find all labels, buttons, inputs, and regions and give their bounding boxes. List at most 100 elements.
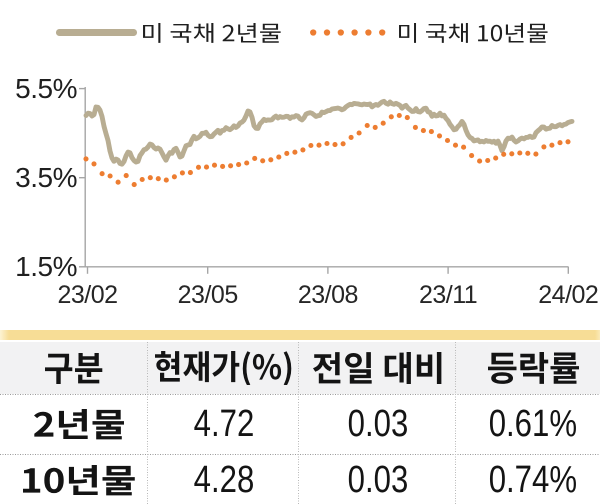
series-dot-10y — [260, 158, 266, 164]
row-label-10y-text — [23, 465, 135, 496]
series-dot-10y — [300, 147, 306, 153]
series-dot-10y — [404, 115, 410, 121]
series-dot-10y — [244, 160, 250, 166]
series-dot-10y — [131, 182, 137, 188]
legend-dot — [337, 29, 344, 36]
series-dot-10y — [155, 176, 161, 182]
header-label-prev-diff-glyphs — [313, 351, 442, 385]
legend-item-2y: 미 국채 2년물 — [143, 23, 281, 43]
x-tick-label: 23/11 — [418, 281, 478, 309]
series-dot-10y — [171, 174, 177, 180]
row-label-2y-text — [33, 409, 125, 440]
series-dot-10y — [428, 129, 434, 135]
header-label-category-glyphs — [45, 352, 103, 384]
series-dot-10y — [316, 142, 322, 148]
series-dot-10y — [364, 122, 370, 129]
series-dot-10y — [195, 164, 202, 170]
series-dot-10y — [332, 142, 338, 148]
series-dot-10y — [147, 175, 153, 181]
series-dot-10y — [228, 163, 234, 169]
header-cell-category: 구분 — [0, 342, 148, 394]
table-separator — [0, 454, 600, 455]
table-row: 10년물 4.28 0.03 0.74% — [0, 455, 600, 504]
series-dot-10y — [348, 134, 354, 140]
legend-label-2y-text — [143, 23, 281, 43]
series-dot-10y — [565, 139, 571, 145]
series-dot-10y — [356, 130, 362, 136]
legend-dot — [351, 29, 358, 36]
legend-dot — [365, 29, 372, 36]
series-dot-10y — [493, 155, 499, 161]
series-dot-10y — [444, 137, 451, 144]
cell-10y-current: 4.28 — [148, 455, 299, 504]
series-dot-10y — [388, 114, 394, 120]
series-dot-10y — [308, 142, 314, 149]
series-dot-10y — [372, 124, 378, 130]
series-dot-10y — [533, 151, 539, 157]
series-dot-10y — [557, 140, 563, 146]
legend-dot — [310, 29, 317, 36]
series-dot-10y — [203, 164, 210, 170]
y-tick-label: 1.5% — [15, 250, 77, 282]
legend-dot — [323, 29, 331, 36]
series-dot-10y — [107, 173, 113, 179]
cell-value: 0.61% — [488, 403, 578, 445]
y-tick-label: 5.5% — [15, 72, 77, 104]
series-dot-10y — [252, 155, 258, 161]
series-dot-10y — [187, 170, 193, 176]
series-dot-10y — [477, 158, 483, 164]
cell-value: 0.74% — [488, 459, 578, 501]
series-dot-10y — [179, 170, 185, 176]
x-tick-label: 23/02 — [57, 281, 118, 309]
table-column-separator — [298, 342, 299, 504]
series-dot-10y — [412, 124, 418, 130]
series-dot-10y — [139, 176, 145, 183]
header-cell-prev-diff: 전일 대비 — [299, 342, 456, 394]
y-tick-label: 3.5% — [15, 161, 77, 193]
series-dot-10y — [284, 150, 290, 156]
row-label-10y-text-glyphs — [23, 465, 135, 496]
series-line-2y — [83, 98, 575, 167]
series-dot-10y — [268, 157, 274, 163]
series-dot-10y — [525, 150, 531, 156]
series-dot-10y — [436, 133, 443, 139]
cell-value: 4.72 — [193, 403, 254, 445]
legend-label-10y-text-glyphs — [399, 23, 548, 43]
series-dot-10y — [420, 128, 426, 134]
header-label-current-glyphs — [155, 350, 292, 386]
row-label-10y: 10년물 — [5, 455, 153, 504]
series-dot-10y — [220, 163, 226, 169]
table-row: 2년물 4.72 0.03 0.61% — [0, 395, 600, 454]
series-dot-10y — [163, 177, 169, 183]
cell-10y-change: 0.03 — [299, 455, 456, 504]
legend-dot — [379, 29, 386, 36]
series-dot-10y — [115, 179, 121, 185]
header-cell-change-rate: 등락률 — [461, 342, 600, 394]
cell-10y-change-rate: 0.74% — [461, 455, 600, 504]
table-header-row: 구분 현재가(%) 전일 대비 등락률 — [0, 342, 600, 394]
series-dot-10y — [276, 154, 282, 160]
series-dot-10y — [91, 161, 97, 167]
cell-value: 4.28 — [193, 459, 254, 501]
series-dot-10y — [211, 162, 218, 168]
series-dot-10y — [541, 144, 547, 150]
series-dot-10y — [123, 173, 129, 179]
table-accent-bar — [0, 330, 600, 340]
table-column-separator — [147, 342, 148, 504]
header-label-change-rate-glyphs — [487, 352, 579, 384]
x-tick-label: 23/05 — [177, 281, 239, 309]
series-dot-10y — [509, 151, 515, 157]
row-label-2y: 2년물 — [5, 395, 153, 454]
legend-label-2y-text-glyphs — [143, 23, 281, 43]
series-dot-10y — [501, 151, 507, 157]
series-dot-10y — [324, 140, 330, 147]
cell-2y-change: 0.03 — [299, 395, 456, 454]
cell-value: 0.03 — [347, 459, 408, 501]
series-dot-10y — [83, 156, 89, 162]
series-dot-10y — [549, 142, 555, 148]
x-tick-label: 23/08 — [297, 281, 359, 309]
series-dot-10y — [452, 142, 459, 148]
header-label-current — [155, 350, 292, 386]
series-dot-10y — [517, 150, 523, 156]
row-label-2y-text-glyphs — [33, 409, 125, 440]
